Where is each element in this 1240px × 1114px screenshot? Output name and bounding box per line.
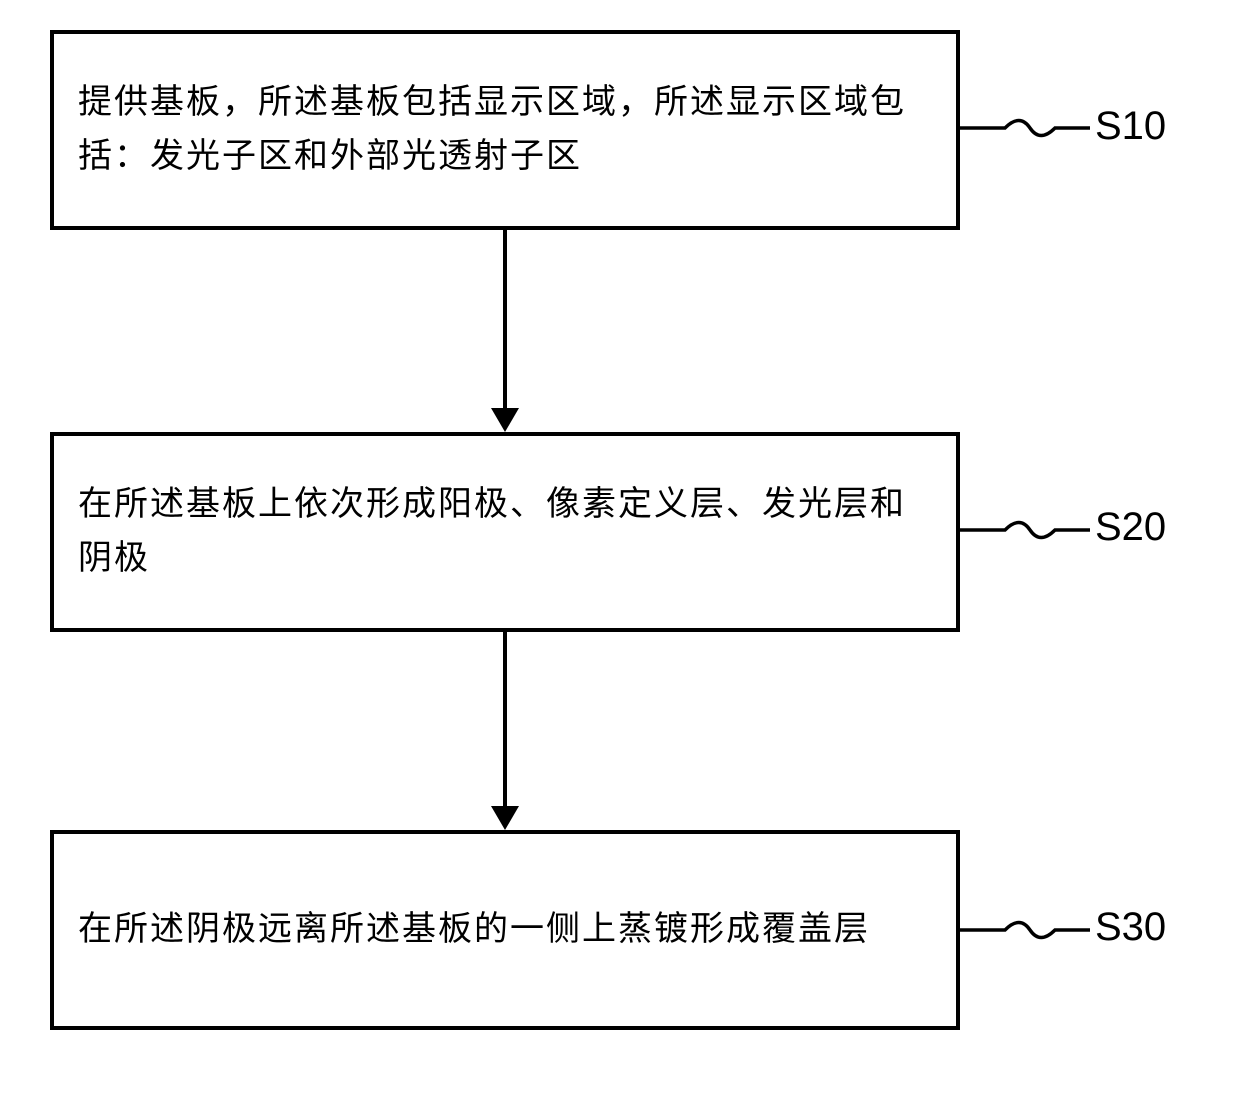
leader-squiggle-s30 xyxy=(960,910,1090,950)
flow-step-s10-text: 提供基板，所述基板包括显示区域，所述显示区域包括：发光子区和外部光透射子区 xyxy=(78,76,932,185)
flow-arrow-head-icon xyxy=(491,408,519,432)
step-label-s10: S10 xyxy=(1095,104,1166,149)
flow-arrow-s10-s20 xyxy=(491,230,519,432)
flow-arrow-head-icon xyxy=(491,806,519,830)
flow-step-s20: 在所述基板上依次形成阳极、像素定义层、发光层和阴极 xyxy=(50,432,960,632)
leader-squiggle-s10 xyxy=(960,108,1090,148)
flow-step-s10: 提供基板，所述基板包括显示区域，所述显示区域包括：发光子区和外部光透射子区 xyxy=(50,30,960,230)
flow-step-s30: 在所述阴极远离所述基板的一侧上蒸镀形成覆盖层 xyxy=(50,830,960,1030)
step-label-s30: S30 xyxy=(1095,905,1166,950)
flow-arrow-s20-s30 xyxy=(491,632,519,830)
flow-step-s30-text: 在所述阴极远离所述基板的一侧上蒸镀形成覆盖层 xyxy=(78,903,870,957)
flow-arrow-line xyxy=(503,230,507,408)
leader-squiggle-s20 xyxy=(960,510,1090,550)
flow-step-s20-text: 在所述基板上依次形成阳极、像素定义层、发光层和阴极 xyxy=(78,478,932,587)
flow-arrow-line xyxy=(503,632,507,806)
step-label-s20: S20 xyxy=(1095,505,1166,550)
